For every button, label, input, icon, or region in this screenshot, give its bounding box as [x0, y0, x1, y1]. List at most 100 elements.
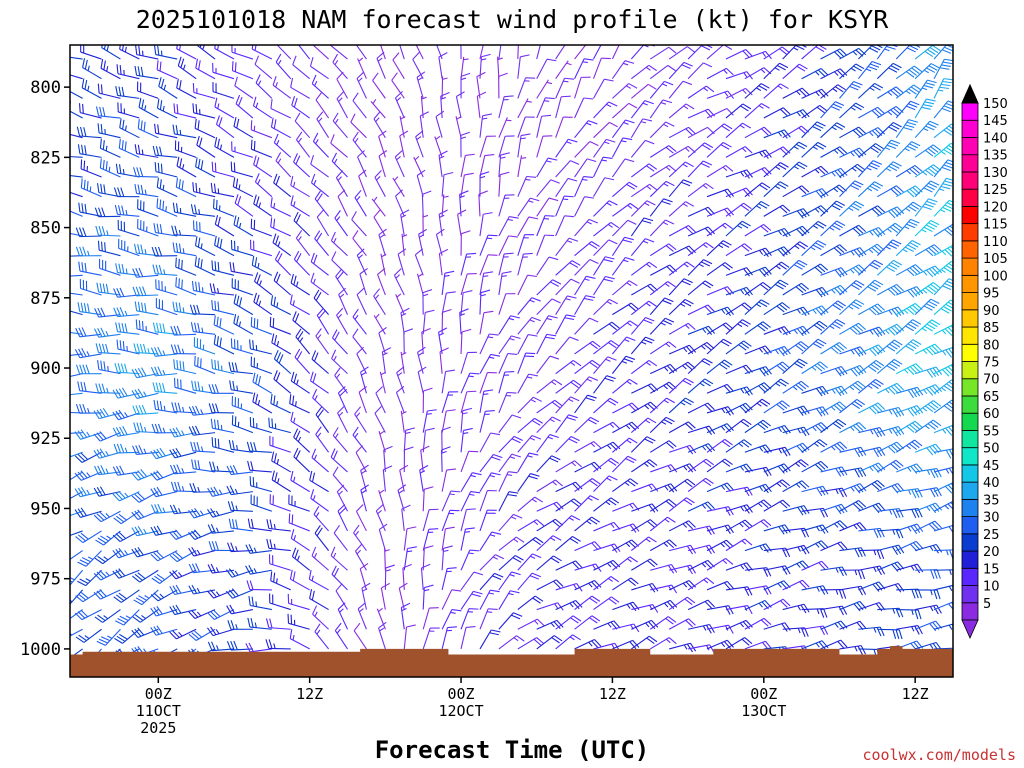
wind-barb [650, 483, 678, 493]
wind-barb [858, 479, 885, 493]
wind-barb [649, 341, 677, 355]
wind-barb [725, 319, 751, 335]
wind-barb [536, 97, 555, 119]
wind-barb [839, 483, 867, 494]
wind-barb [479, 212, 493, 237]
wind-barb [612, 102, 638, 119]
wind-barb [593, 321, 620, 335]
wind-barb [612, 421, 640, 434]
wind-barb [706, 605, 734, 615]
wind-barb [252, 96, 273, 119]
wind-barb [337, 602, 349, 630]
wind-barb [687, 45, 713, 60]
wind-barb [725, 146, 753, 158]
wind-barb [725, 243, 753, 257]
colorbar-label: 30 [983, 511, 1000, 526]
wind-barb [290, 176, 310, 198]
wind-barb [593, 78, 614, 99]
wind-barb [291, 96, 310, 119]
wind-barb [419, 111, 430, 138]
wind-barb [290, 470, 310, 493]
wind-barb [706, 539, 734, 552]
wind-barb [536, 579, 564, 591]
wind-barb [479, 135, 496, 158]
wind-barb [289, 294, 310, 316]
wind-barb [421, 190, 432, 217]
wind-barb [290, 371, 310, 394]
wind-barb [358, 385, 367, 414]
wind-barb [687, 142, 714, 158]
wind-barb [131, 627, 159, 638]
wind-barb [422, 289, 433, 315]
wind-barb [403, 427, 415, 453]
wind-barb [176, 156, 197, 178]
wind-barb [134, 183, 159, 198]
wind-barb [272, 76, 292, 99]
wind-barb [252, 372, 273, 394]
colorbar-label: 130 [983, 166, 1008, 181]
wind-barb [460, 252, 477, 276]
wind-barb [820, 566, 848, 577]
wind-barb [275, 152, 292, 178]
wind-barb [233, 117, 254, 139]
wind-barb [858, 279, 884, 296]
wind-barb [374, 170, 386, 197]
wind-barb [649, 397, 676, 414]
wind-barb [782, 603, 810, 614]
colorbar-segment [961, 154, 979, 173]
wind-barb [612, 202, 639, 217]
wind-barb [895, 302, 923, 316]
wind-barb [536, 157, 558, 178]
wind-barb [782, 259, 808, 276]
wind-barb [952, 77, 953, 79]
wind-barb [333, 524, 348, 551]
wind-barb [593, 497, 620, 512]
wind-barb [152, 382, 178, 394]
wind-barb [352, 92, 367, 119]
colorbar-label: 135 [983, 149, 1008, 164]
wind-barb [687, 378, 714, 394]
wind-barb [170, 325, 197, 336]
wind-barb [517, 519, 545, 532]
wind-barb [156, 177, 178, 198]
wind-barb [498, 194, 515, 217]
wind-barb [438, 52, 448, 79]
x-axis-label: Forecast Time (UTC) [375, 736, 650, 764]
wind-barb [397, 248, 407, 276]
wind-barb [914, 343, 942, 356]
wind-barb [820, 342, 847, 355]
wind-barb [839, 521, 867, 532]
wind-barb [611, 137, 633, 158]
wind-barb [460, 273, 477, 296]
wind-barb [211, 260, 235, 276]
wind-barb [188, 508, 216, 519]
wind-barb [382, 465, 393, 492]
wind-barb [479, 353, 501, 374]
wind-barb [536, 114, 552, 138]
wind-barb [857, 160, 882, 178]
wind-barb [131, 388, 159, 399]
wind-barb [914, 443, 943, 456]
wind-barb [517, 175, 537, 197]
wind-barb [416, 169, 426, 197]
wind-barb [801, 361, 828, 375]
wind-barb [801, 540, 829, 552]
wind-barb [612, 478, 639, 493]
wind-barb [131, 469, 159, 481]
colorbar-segment [961, 602, 979, 621]
wind-barb [441, 509, 460, 532]
wind-barb [361, 582, 371, 610]
wind-barb [839, 200, 865, 217]
colorbar-segment [961, 137, 979, 156]
wind-barb [536, 619, 564, 630]
wind-barb [933, 363, 953, 377]
wind-barb [649, 440, 677, 453]
wind-barb [839, 299, 865, 316]
wind-barb [706, 222, 733, 237]
wind-barb [455, 116, 462, 138]
wind-barb [687, 242, 714, 257]
wind-barb [330, 45, 348, 60]
wind-barb [311, 350, 329, 375]
wind-barb [763, 204, 791, 217]
wind-barb [517, 536, 544, 552]
